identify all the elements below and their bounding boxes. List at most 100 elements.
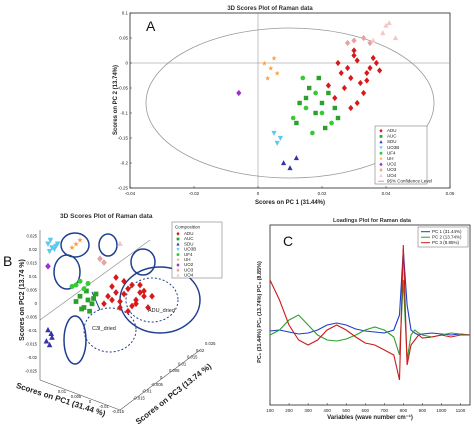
panel-a-point-uo3b — [271, 130, 277, 136]
panel-c-legend-label-3: PC 3 (8.85%) — [432, 240, 460, 245]
panel-a-legend-label-uo2: UO2 — [387, 162, 397, 167]
panel-a-point-uf4 — [300, 75, 306, 81]
panel-b-point-uh: ★ — [69, 243, 76, 252]
panel-b-points: ★★★ — [43, 236, 155, 348]
oval-uo3b — [53, 254, 81, 290]
panel-a-legend-marker-auc — [379, 135, 383, 138]
panel-a-point-adu — [345, 64, 351, 72]
panel-b-point-uo3b — [46, 249, 53, 255]
panel-c-letter: C — [283, 233, 293, 249]
panel-b-point-uf4 — [85, 280, 91, 287]
panel-c-line-pc-3-8-85 — [269, 244, 470, 381]
panel-a-point-adu — [364, 69, 370, 77]
panel-b-z-tick-label: -0.01 — [142, 389, 152, 394]
panel-b-legend-label-sdu: SDU — [184, 241, 194, 246]
panel-b-y-tick-label: 0.01 — [29, 274, 38, 279]
panel-b-legend-marker-uh: ★ — [176, 257, 180, 262]
panel-a-point-uo4 — [383, 22, 389, 28]
annotation-c3i-dried: C3I_dried — [92, 326, 116, 332]
panel-a-legend-label-uf4: UF4 — [387, 150, 396, 155]
panel-a-x-tick-label: -0.02 — [189, 191, 200, 196]
panel-a-point-auc — [303, 95, 309, 101]
panel-b-legend-marker-sdu — [176, 242, 180, 246]
panel-a-legend-marker-uo3b — [379, 146, 383, 150]
panel-b-y-tick-label: 0 — [35, 301, 38, 306]
panel-b-point-adu — [137, 281, 143, 289]
panel-c-x-tick-label: 1000 — [436, 408, 447, 413]
panel-a-y-tick-label: 0 — [125, 61, 128, 66]
panel-b-legend-marker-adu — [176, 231, 180, 236]
panel-a-point-adu — [332, 94, 338, 102]
panel-a-point-uf4 — [319, 110, 325, 116]
panel-b-y-tick-label: 0.015 — [27, 261, 38, 266]
panel-a-legend-marker-sdu — [379, 140, 383, 144]
panel-a-point-uo4 — [393, 35, 399, 41]
panel-a-point-uo3b — [274, 140, 280, 146]
panel-b-point-adu — [113, 274, 119, 281]
panel-a-plot-frame — [129, 12, 451, 189]
panel-b-cluster-ovals — [53, 232, 201, 365]
panel-b-point-uo2 — [45, 262, 51, 270]
panel-b-point-adu — [121, 290, 127, 298]
panel-c-lines — [269, 244, 471, 381]
panel-a-point-auc — [322, 125, 328, 131]
panel-a-y-tick-label: -0.1 — [120, 111, 128, 116]
panel-a-point-uh: ★ — [271, 54, 277, 62]
panel-a-legend-marker-uh: ★ — [379, 156, 383, 161]
panel-a-y-label: Scores on PC 2 (13.74%) — [113, 65, 119, 135]
panel-b-legend-marker-uf4 — [176, 253, 180, 257]
panel-a-point-adu — [367, 64, 373, 72]
panel-b-z-tick-label: 0.01 — [178, 361, 187, 366]
panel-b-point-auc — [87, 308, 92, 314]
panel-c-x-tick-label: 100 — [266, 408, 274, 413]
panel-a-x-label: Scores on PC 1 (31.44%) — [255, 200, 325, 206]
panel-b-y-tick-label: -0.015 — [25, 342, 38, 347]
panel-b-point-adu — [145, 304, 151, 311]
panel-b-point-adu — [129, 281, 135, 289]
panel-b-diagonal-axis — [39, 239, 151, 321]
panel-a-point-auc — [294, 120, 299, 126]
panel-b-point-uo3 — [101, 259, 107, 266]
panel-a-legend-label-uo3: UO3 — [387, 167, 397, 172]
panel-b-y-tick-label: -0.02 — [27, 355, 37, 360]
panel-b-point-adu — [141, 292, 147, 300]
panel-b-point-adu — [121, 277, 127, 285]
panel-a-point-auc — [326, 90, 331, 96]
panel-c-plot-frame — [269, 224, 471, 406]
panel-b-point-adu — [109, 296, 115, 304]
panel-b-legend-marker-auc — [176, 237, 180, 241]
panel-b-z-tick-label: -0.005 — [151, 382, 164, 387]
panel-c-legend-label-1: PC 1 (31.44%) — [432, 229, 462, 234]
panel-b-point-adu — [133, 296, 139, 304]
panel-c-x-tick-label: 300 — [304, 408, 312, 413]
panel-b-point-uo3b — [45, 241, 51, 247]
panel-a-x-tick-label: 0.06 — [446, 191, 455, 196]
panel-c-legend: PC 1 (31.44%)PC 2 (13.74%)PC 3 (8.85%) — [417, 226, 469, 248]
panel-a-point-sdu — [281, 160, 287, 166]
panel-c-line-pc-1-31-44 — [269, 249, 471, 336]
panel-a-point-uo3 — [345, 39, 351, 47]
panel-a-point-auc — [319, 100, 325, 106]
panel-c-x-tick-label: 400 — [323, 408, 331, 413]
panel-a-legend-label-95-confidence-level: 95% Confidence Level — [387, 178, 432, 183]
panel-a-point-adu — [335, 59, 341, 67]
panel-b-z-tick-label: 0.025 — [205, 341, 216, 346]
panel-b-point-auc — [93, 291, 99, 297]
panel-b-z-axis — [119, 349, 201, 411]
panel-b-x-tick-label: -0.015 — [112, 409, 125, 414]
oval-uh — [60, 232, 90, 258]
panel-b-legend-label-adu: ADU — [184, 231, 194, 236]
panel-b-y-tick-label: -0.005 — [25, 315, 38, 320]
panel-a-legend-marker-adu — [379, 128, 383, 133]
panel-a-point-auc — [297, 100, 302, 106]
panel-a-legend-marker-uf4 — [379, 151, 383, 155]
panel-a-x-tick-label: -0.04 — [125, 191, 136, 196]
panel-b-y-tick-label: 0.02 — [29, 247, 38, 252]
panel-a-legend-label-uo3b: UO3B — [387, 145, 399, 150]
panel-a-point-sdu — [287, 165, 293, 171]
panel-b-x-tick-label: 0 — [89, 399, 92, 404]
panel-b-point-adu — [105, 292, 111, 300]
panel-b-x-tick-label: 0.01 — [58, 389, 67, 394]
